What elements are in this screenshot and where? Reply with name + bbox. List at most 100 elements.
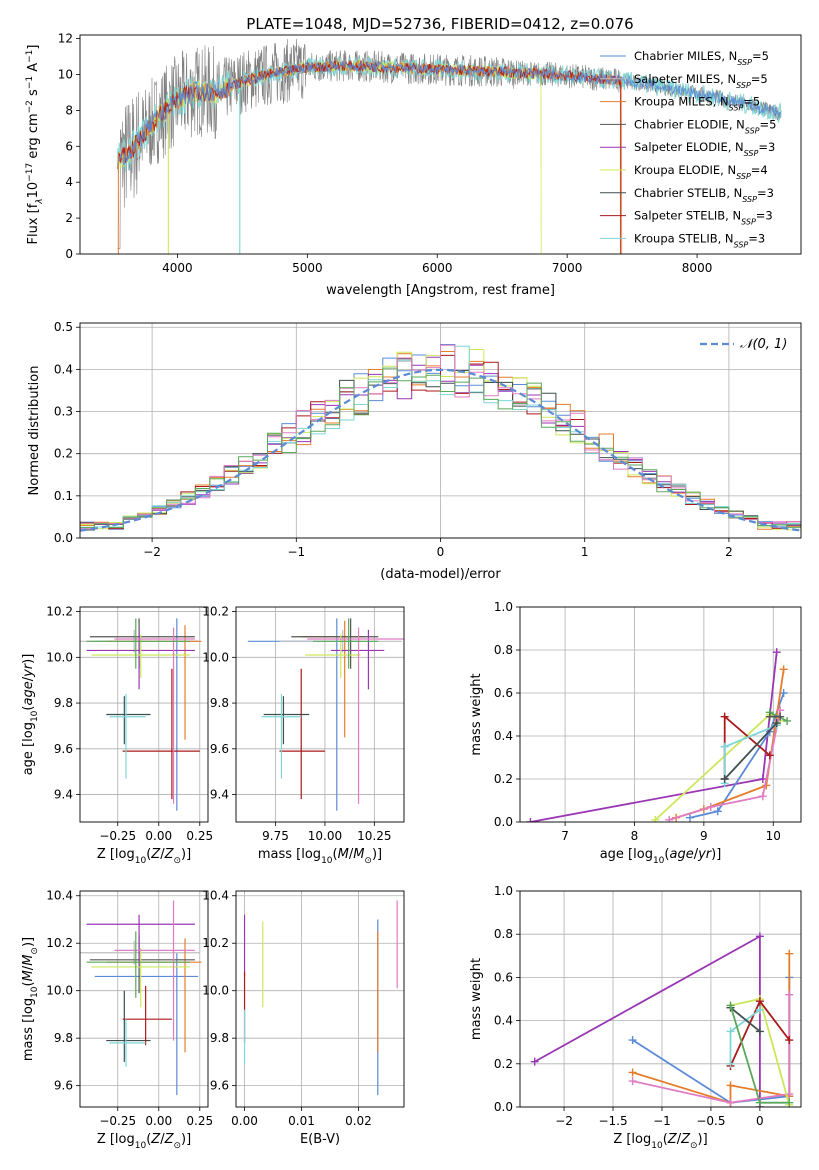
x-tick-label: −1	[653, 1114, 671, 1128]
x-tick-label: 0.02	[345, 1114, 372, 1128]
grid	[236, 891, 404, 1107]
x-tick-label: −0.25	[99, 829, 136, 843]
label-part: ⊙	[173, 1141, 181, 1151]
label-part: M	[353, 847, 364, 862]
plot-area	[530, 932, 794, 1107]
x-tick-label: 9.75	[262, 829, 289, 843]
label-part: /	[349, 847, 354, 862]
legend-subscript: SSP	[734, 240, 749, 249]
axes-frame	[79, 34, 802, 255]
x-tick-label: 0.25	[186, 1114, 213, 1128]
mass-weight-marker	[772, 719, 781, 728]
x-tick-label: 9	[700, 829, 708, 843]
label-part: ⊙	[173, 856, 181, 866]
label-part: Z	[164, 1132, 175, 1147]
mass-weight-marker	[726, 1001, 735, 1010]
label-part: /	[21, 965, 36, 970]
label-part: s	[26, 89, 41, 100]
mass-weight-marker	[758, 792, 767, 801]
label-part: 10	[651, 1141, 663, 1151]
mass_vs_EBV-panel: 0.00 0.01 0.02 9.6 9.8 10.0 10.2 10.4 E(B-V)	[202, 889, 405, 1147]
label-part: −1	[25, 76, 35, 89]
legend-entry: Kroupa STELIB, NSSP=3	[634, 231, 765, 249]
mass-weight-marker	[726, 1098, 735, 1107]
legend-subscript: SSP	[736, 80, 751, 89]
figure-title: PLATE=1048, MJD=52736, FIBERID=0412, z=0…	[246, 15, 633, 33]
axes-frame	[519, 890, 802, 1108]
label-part: Z	[150, 1132, 161, 1147]
label-part: M	[21, 955, 36, 966]
x-axis-label: Z [log10(Z/Z⊙)]	[613, 1132, 707, 1151]
x-tick-label: −2	[143, 545, 161, 559]
x-tick-label: 0	[437, 545, 445, 559]
x-axis-label: age [log10(age/yr)]	[600, 847, 722, 866]
label-part: 10	[653, 856, 665, 866]
legend-count: =5	[743, 95, 760, 109]
mass-weight-marker	[776, 712, 785, 721]
residual-histogram	[80, 344, 801, 530]
label-part: M	[338, 847, 349, 862]
legend-text: Kroupa ELODIE, N	[634, 163, 736, 177]
y-tick-label: 0.5	[54, 320, 73, 334]
mass-weight-marker	[755, 1005, 764, 1014]
axes-frame	[235, 890, 405, 1108]
grid	[80, 891, 208, 1107]
y-tick-label: 10.0	[202, 984, 229, 998]
label-part: Z [log	[97, 1132, 135, 1147]
label-part: /	[160, 847, 165, 862]
mass-weight-marker	[628, 1068, 637, 1077]
mass-weight-marker	[755, 932, 764, 941]
legend-entry: 𝒩(0, 1)	[740, 337, 787, 352]
label-part: ⊙	[690, 1141, 698, 1151]
y-tick-label: 0.6	[494, 686, 513, 700]
plot-area	[247, 618, 404, 811]
label-part: (	[663, 1132, 668, 1147]
y-tick-label: 10.2	[46, 936, 73, 950]
legend-subscript: SSP	[737, 58, 752, 67]
y-tick-label: 6	[65, 139, 73, 153]
plot-area	[117, 38, 782, 254]
axes-frame	[519, 606, 802, 823]
mass-weight-marker	[706, 802, 715, 811]
label-part: )]	[21, 654, 36, 664]
mass-weight-marker	[765, 712, 774, 721]
mass-weight-marker	[685, 813, 694, 822]
x-tick-label: −0.5	[696, 1114, 725, 1128]
label-part: (	[146, 1132, 151, 1147]
label-part: 10	[321, 856, 333, 866]
label-part: M	[21, 970, 36, 981]
legend-entry: Kroupa ELODIE, NSSP=4	[634, 163, 768, 181]
axes-frame	[79, 890, 209, 1108]
x-tick-label: 5000	[292, 261, 323, 275]
label-part: )]	[181, 1132, 191, 1147]
legend-text: Salpeter STELIB, N	[634, 209, 741, 223]
legend-text: Chabrier ELODIE, N	[634, 117, 745, 131]
x-axis-label: Z [log10(Z/Z⊙)]	[97, 1132, 191, 1151]
label-part: yr	[697, 847, 713, 862]
label-part: Z	[667, 1132, 678, 1147]
legend-entry: Salpeter STELIB, NSSP=3	[634, 209, 773, 227]
y-axis-label: Flux [fλ10−17 erg cm−2 s−1 A−1]	[25, 45, 45, 245]
x-tick-label: −1	[287, 545, 305, 559]
mass-weight-marker	[785, 990, 794, 999]
mass-weight-marker	[726, 1027, 735, 1036]
mass-weight-marker	[720, 712, 729, 721]
label-part: yr	[21, 662, 36, 678]
x-tick-label: 0.00	[231, 1114, 258, 1128]
y-tick-label: 0.8	[494, 927, 513, 941]
label-part: /	[677, 1132, 682, 1147]
legend-entry: Chabrier MILES, NSSP=5	[634, 49, 769, 67]
y-tick-label: 9.4	[210, 788, 229, 802]
y-tick-label: 9.6	[210, 742, 229, 756]
x-tick-label: 6000	[422, 261, 453, 275]
legend-count: =5	[751, 72, 768, 86]
mass-weight-line	[668, 710, 782, 821]
residual-histogram	[80, 367, 801, 529]
mass-weight-line	[530, 652, 778, 822]
y-tick-label: 1.0	[494, 884, 513, 898]
legend-text: Chabrier MILES, N	[634, 49, 737, 63]
y-tick-label: 10.0	[46, 650, 73, 664]
label-part: /	[160, 1132, 165, 1147]
